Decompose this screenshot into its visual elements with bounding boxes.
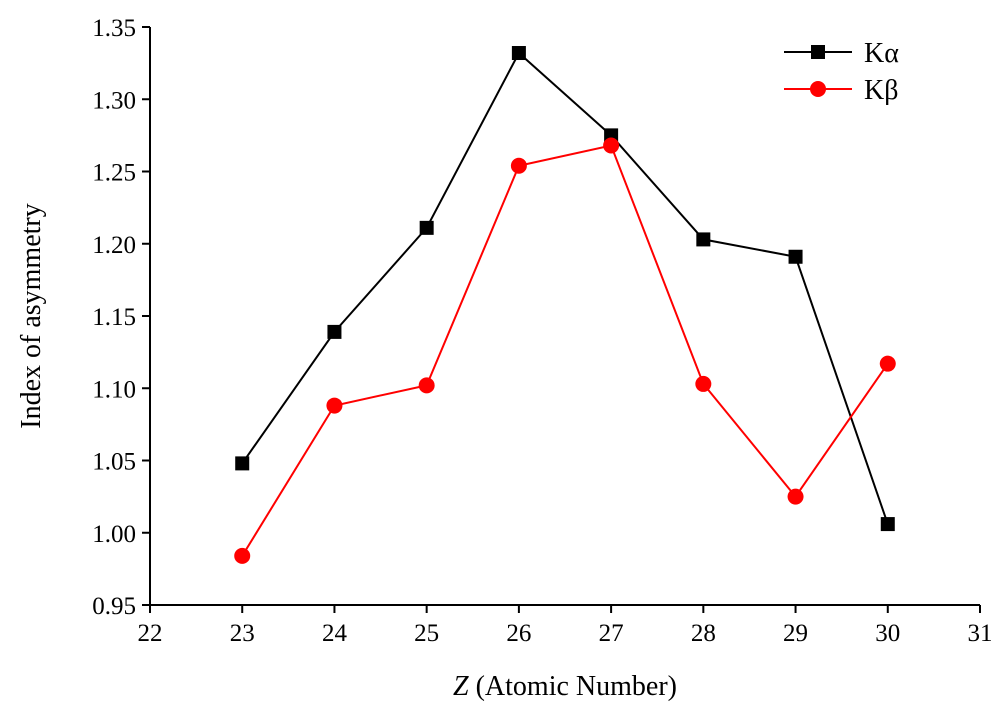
y-tick-label: 1.20: [92, 232, 136, 259]
y-axis-label: Index of asymmetry: [16, 203, 47, 429]
x-tick-label: 22: [138, 620, 163, 647]
series-kalpha: [235, 46, 895, 532]
y-tick-label: 1.35: [92, 15, 136, 42]
data-point: [695, 375, 712, 392]
data-point: [510, 157, 527, 174]
x-axis-label: Z (Atomic Number): [453, 671, 677, 702]
series-line: [241, 51, 889, 525]
legend-label: Kα: [864, 38, 899, 69]
data-point: [418, 377, 435, 394]
axes: 22 23 24 25 26 27 28 29 30 31 0.95 1.00 1.05 1.10 1.15…: [92, 15, 992, 647]
legend-marker: [810, 81, 826, 97]
x-axis-label-z: Z: [453, 671, 469, 702]
legend: Kα Kβ: [784, 38, 899, 106]
x-tick-label: 31: [968, 620, 993, 647]
data-point: [879, 355, 896, 372]
legend-label: Kβ: [864, 75, 898, 106]
data-point: [511, 46, 526, 61]
y-tick-label: 0.95: [92, 593, 136, 620]
series-kbeta: [234, 137, 896, 564]
x-tick-label: 30: [875, 620, 900, 647]
data-point: [235, 456, 250, 471]
x-axis-label-rest: (Atomic Number): [469, 671, 677, 702]
y-tick-label: 1.00: [92, 521, 136, 548]
data-point: [696, 232, 711, 247]
y-tick-label: 1.25: [92, 160, 136, 187]
data-point: [234, 547, 251, 564]
series-line: [241, 144, 889, 557]
data-point: [603, 137, 620, 154]
legend-item: Kβ: [784, 75, 898, 106]
y-tick-label: 1.05: [92, 449, 136, 476]
x-tick-label: 25: [414, 620, 439, 647]
x-tick-label: 23: [230, 620, 255, 647]
x-tick-label: 24: [322, 620, 348, 647]
data-point: [788, 249, 803, 264]
x-tick-label: 28: [691, 620, 716, 647]
data-point: [787, 488, 804, 505]
x-tick-label: 27: [599, 620, 624, 647]
y-tick-label: 1.30: [92, 87, 136, 114]
data-point: [326, 397, 343, 414]
legend-item: Kα: [784, 38, 899, 69]
data-point: [327, 324, 342, 339]
x-tick-label: 29: [783, 620, 808, 647]
y-tick-label: 1.10: [92, 376, 136, 403]
x-tick-label: 26: [506, 620, 531, 647]
series-group: [234, 46, 896, 564]
data-point: [419, 220, 434, 235]
data-point: [880, 517, 895, 532]
legend-marker: [811, 45, 825, 59]
y-tick-label: 1.15: [92, 304, 136, 331]
